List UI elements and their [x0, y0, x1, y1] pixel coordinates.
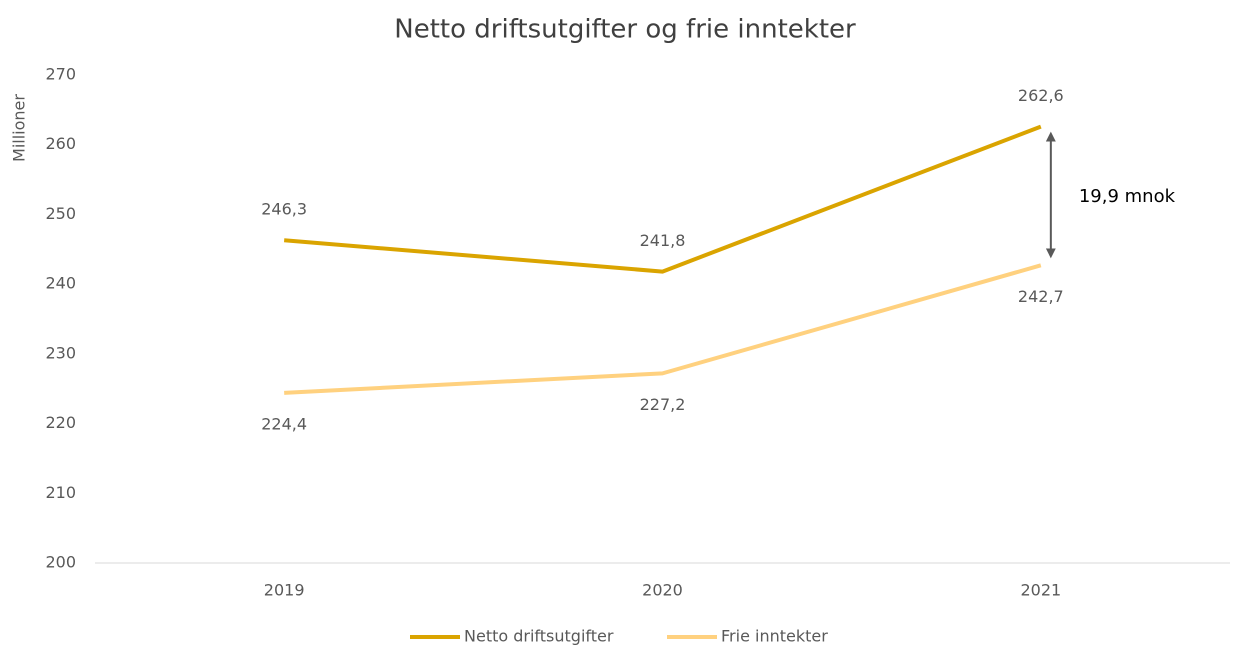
legend-label: Netto driftsutgifter — [464, 627, 614, 646]
y-axis-label: Millioner — [10, 94, 29, 162]
y-tick-label: 210 — [45, 483, 76, 502]
line — [284, 263, 1042, 395]
data-label: 227,2 — [640, 395, 686, 414]
x-tick-label: 2020 — [642, 581, 683, 600]
y-tick-label: 200 — [45, 553, 76, 572]
data-label: 241,8 — [640, 231, 686, 250]
chart-title: Netto driftsutgifter og frie inntekter — [394, 15, 856, 45]
data-label: 224,4 — [261, 414, 307, 433]
y-tick-label: 220 — [45, 413, 76, 432]
data-label: 246,3 — [261, 200, 307, 219]
data-label: 242,7 — [1018, 287, 1064, 306]
data-label: 262,6 — [1018, 86, 1064, 105]
y-tick-label: 270 — [45, 65, 76, 84]
line — [284, 124, 1042, 274]
annotation: 19,9 mnok — [1079, 186, 1176, 207]
y-tick-label: 240 — [45, 274, 76, 293]
y-tick-label: 230 — [45, 343, 76, 362]
legend-label: Frie inntekter — [721, 627, 828, 646]
x-tick-label: 2019 — [264, 581, 305, 600]
y-tick-label: 260 — [45, 134, 76, 153]
x-tick-label: 2021 — [1020, 581, 1061, 600]
y-tick-label: 250 — [45, 204, 76, 223]
